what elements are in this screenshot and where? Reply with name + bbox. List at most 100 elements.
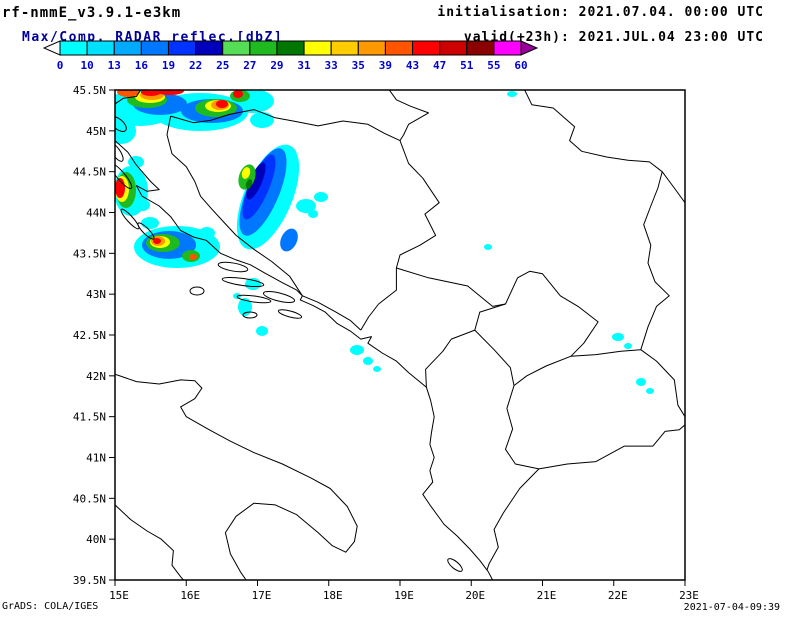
island-outline: [115, 162, 133, 190]
colorbar: 0 10 13 16 19 22 25 27 29 31 33 35 39 43 47 51 55 60: [42, 40, 539, 72]
map-boundary-line: [360, 268, 397, 331]
map-boundary-line: [115, 373, 358, 580]
lat-tick-label: 42.5N: [73, 329, 106, 342]
radar-echo: [612, 333, 624, 341]
colorbar-tick-label: 31: [297, 59, 311, 72]
lat-tick-label: 41N: [86, 452, 106, 465]
creation-timestamp: 2021-07-04-09:39: [683, 602, 780, 613]
lat-tick-label: 39.5N: [73, 574, 106, 587]
island-outline: [120, 208, 140, 230]
grads-credit: GrADS: COLA/IGES: [2, 601, 99, 612]
radar-echo: [636, 378, 646, 386]
radar-echo: [117, 90, 139, 97]
map-boundary-line: [302, 295, 362, 331]
map-frame: [114, 89, 686, 581]
radar-echo: [136, 199, 150, 211]
colorbar-tick-label: 16: [135, 59, 149, 72]
island-outline: [115, 116, 127, 132]
lon-tick-label: 19E: [394, 589, 414, 602]
radar-echo: [245, 179, 253, 189]
island-outline: [221, 276, 265, 288]
radar-echo: [350, 345, 364, 355]
map-boundary-line: [486, 468, 540, 571]
lon-tick-label: 23E: [679, 589, 699, 602]
colorbar-tick-label: 10: [80, 59, 93, 72]
lat-tick-label: 43N: [86, 288, 106, 301]
map-boundary-line: [474, 270, 599, 386]
map-boundary-line: [524, 90, 670, 350]
lon-tick-label: 22E: [608, 589, 628, 602]
lon-tick-label: 16E: [180, 589, 200, 602]
radar-echo: [128, 156, 144, 168]
radar-echo: [314, 192, 328, 202]
colorbar-tick-label: 33: [325, 59, 338, 72]
radar-echo: [246, 162, 266, 200]
radar-echo: [507, 91, 517, 97]
lat-tick-label: 40N: [86, 533, 106, 546]
island-outline: [189, 286, 205, 296]
map-boundary-line: [513, 349, 641, 386]
map-boundary-line: [115, 90, 142, 105]
lon-tick-label: 15E: [109, 589, 129, 602]
lon-tick-label: 20E: [465, 589, 485, 602]
map-boundary-line: [640, 349, 685, 417]
radar-echo: [238, 298, 252, 316]
radar-echo: [250, 112, 274, 128]
radar-echo: [153, 238, 161, 244]
lat-tick-label: 43.5N: [73, 247, 106, 260]
radar-echo: [233, 90, 243, 98]
map-boundary-line: [538, 424, 685, 470]
lon-tick-label: 17E: [252, 589, 272, 602]
colorbar-tick-label: 25: [216, 59, 229, 72]
island-outline: [242, 311, 258, 319]
island-outline: [277, 309, 303, 319]
colorbar-tick-label: 47: [433, 59, 446, 72]
island-outline: [217, 261, 249, 273]
map-layers: [115, 90, 685, 580]
island-outline: [137, 222, 155, 240]
colorbar-tick-label: 29: [270, 59, 283, 72]
lon-tick-label: 18E: [323, 589, 343, 602]
map-boundary-line: [166, 116, 303, 297]
map-boundary-line: [505, 385, 540, 470]
radar-echo: [280, 228, 298, 252]
lat-tick-label: 40.5N: [73, 492, 106, 505]
radar-echo: [373, 366, 381, 372]
island-outline: [115, 142, 124, 162]
radar-echo: [141, 217, 159, 229]
lat-tick-label: 41.5N: [73, 411, 106, 424]
radar-echo: [199, 227, 215, 239]
colorbar-tick-label: 51: [460, 59, 474, 72]
radar-echo: [156, 90, 184, 95]
radar-echo: [141, 90, 161, 96]
radar-echo: [241, 167, 251, 179]
colorbar-tick-label: 55: [487, 59, 500, 72]
initialisation-time: initialisation: 2021.07.04. 00:00 UTC: [437, 5, 764, 20]
lat-tick-label: 45.5N: [73, 84, 106, 97]
colorbar-tick-label: 27: [243, 59, 256, 72]
colorbar-overflow-arrow: [520, 40, 539, 56]
radar-echo: [256, 326, 268, 336]
map-boundary-line: [170, 109, 401, 142]
radar-echo: [308, 210, 318, 218]
lat-tick-label: 42N: [86, 370, 106, 383]
lat-tick-label: 44N: [86, 207, 106, 220]
island-outline: [262, 291, 296, 303]
colorbar-tick-label: 60: [514, 59, 527, 72]
map-boundary-line: [115, 504, 184, 580]
lat-tick-label: 44.5N: [73, 166, 106, 179]
lat-tick-label: 45N: [86, 125, 106, 138]
map-boundary-line: [425, 329, 475, 388]
colorbar-tick-label: 22: [189, 59, 202, 72]
colorbar-tick-label: 13: [108, 59, 121, 72]
island-outline: [447, 558, 463, 572]
map-boundary-line: [661, 171, 685, 203]
colorbar-tick-label: 0: [57, 59, 64, 72]
lon-tick-label: 21E: [537, 589, 557, 602]
map-boundary-line: [388, 90, 429, 141]
radar-echo: [216, 100, 228, 108]
radar-echo: [189, 254, 197, 260]
colorbar-tick-label: 43: [406, 59, 419, 72]
